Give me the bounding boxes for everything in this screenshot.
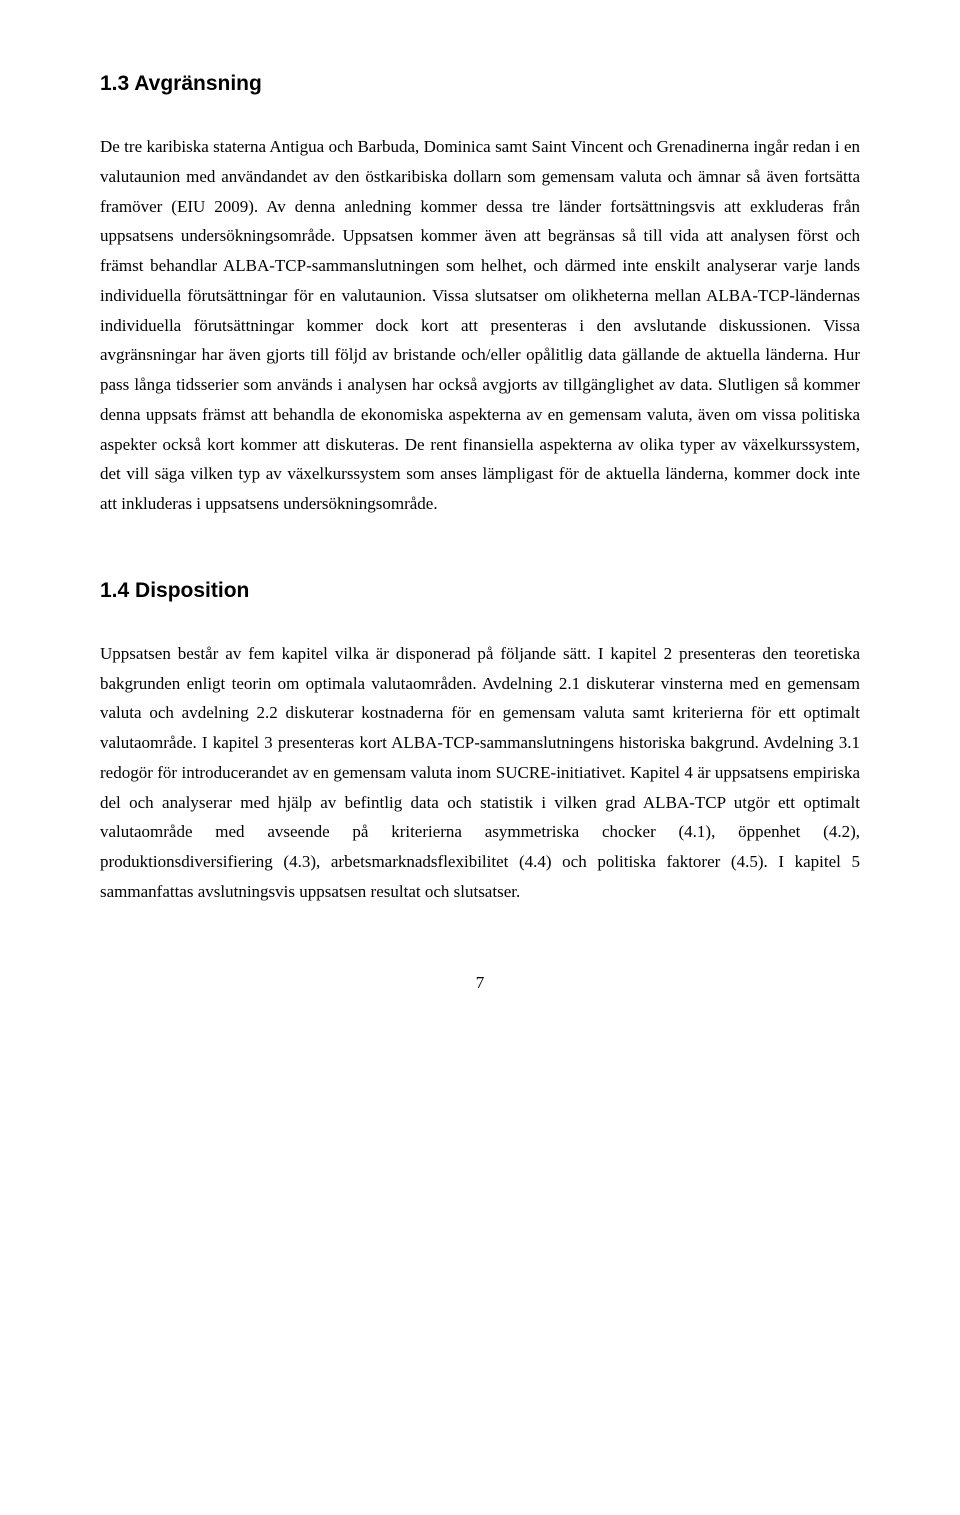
section-heading-disposition: 1.4 Disposition xyxy=(100,579,860,603)
section-heading-avgransning: 1.3 Avgränsning xyxy=(100,72,860,96)
section-body-avgransning: De tre karibiska staterna Antigua och Ba… xyxy=(100,132,860,519)
section-body-disposition: Uppsatsen består av fem kapitel vilka är… xyxy=(100,639,860,907)
page-number: 7 xyxy=(100,973,860,993)
